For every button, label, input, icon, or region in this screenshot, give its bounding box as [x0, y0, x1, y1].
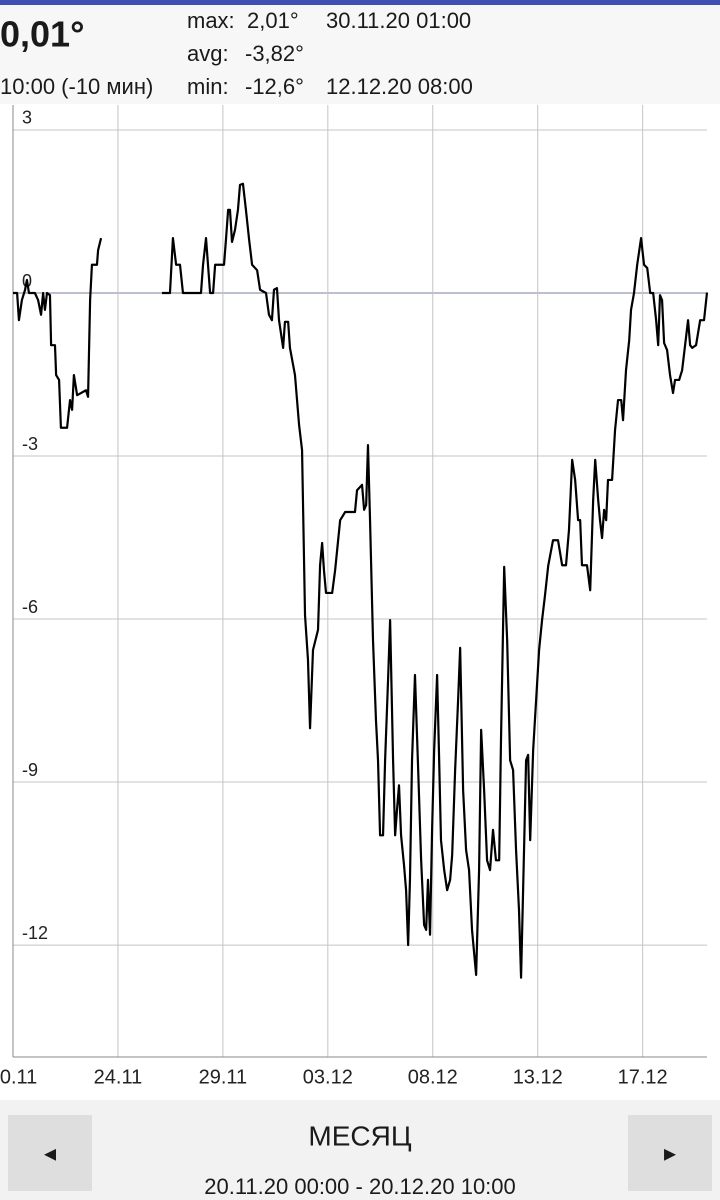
button-face[interactable]	[628, 1115, 712, 1191]
x-tick-label: 13.12	[513, 1066, 563, 1088]
date-range: 20.11.20 00:00 - 20.12.20 10:00	[204, 1174, 516, 1199]
y-tick-label: -12	[22, 923, 48, 943]
prev-button[interactable]: ◄	[8, 1115, 92, 1191]
status-accent	[0, 0, 720, 5]
button-label[interactable]: ◄	[40, 1143, 60, 1165]
stat-label: max:	[187, 8, 235, 33]
stat-label: avg:	[187, 41, 229, 66]
y-tick-label: -9	[22, 760, 38, 780]
footer-background	[0, 1100, 720, 1200]
x-tick-label: 29.11	[199, 1066, 248, 1088]
current-value: 0,01°	[0, 14, 84, 55]
x-tick-label: 03.12	[303, 1066, 353, 1088]
y-tick-label: -3	[22, 434, 38, 454]
stat-label: min:	[187, 74, 229, 99]
chart: -12-9-6-30320.1124.1129.1103.1208.1213.1…	[0, 105, 709, 1088]
stat-time: 30.11.20 01:00	[326, 8, 471, 33]
x-tick-label: 24.11	[94, 1066, 143, 1088]
current-time: 10:00 (-10 мин)	[0, 74, 153, 99]
data-line	[13, 182, 709, 979]
x-tick-label: 17.12	[618, 1066, 668, 1088]
next-button[interactable]: ►	[628, 1115, 712, 1191]
header-background	[0, 0, 720, 104]
stat-value: -3,82°	[245, 41, 304, 66]
stat-time: 12.12.20 08:00	[326, 74, 473, 99]
stat-value: -12,6°	[245, 74, 304, 99]
button-face[interactable]	[8, 1115, 92, 1191]
period-selector[interactable]: МЕСЯЦ	[308, 1120, 411, 1151]
x-tick-label: 20.11	[0, 1066, 37, 1088]
x-tick-label: 08.12	[408, 1066, 458, 1088]
button-label[interactable]: ►	[660, 1143, 680, 1165]
y-tick-label: -6	[22, 597, 38, 617]
stat-value: 2,01°	[247, 8, 299, 33]
y-tick-label: 3	[22, 108, 32, 128]
